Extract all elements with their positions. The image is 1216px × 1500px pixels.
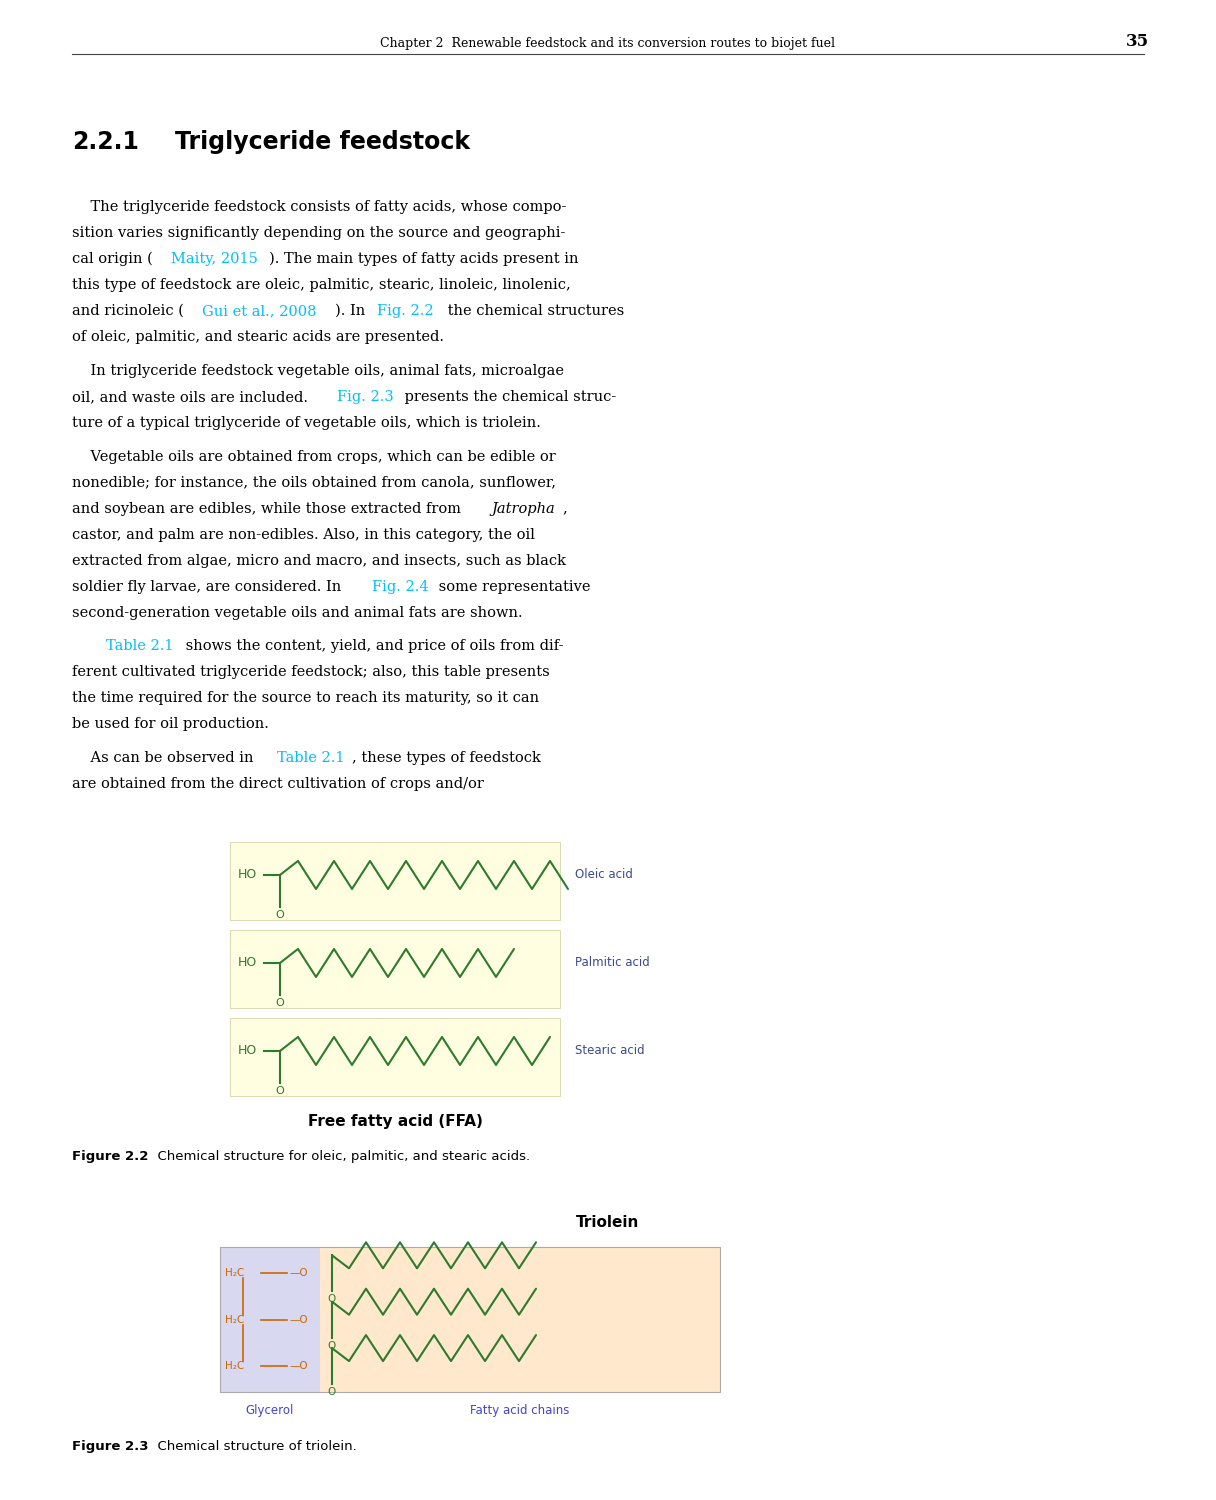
Text: nonedible; for instance, the oils obtained from canola, sunflower,: nonedible; for instance, the oils obtain… [72, 476, 556, 489]
Text: and soybean are edibles, while those extracted from: and soybean are edibles, while those ext… [72, 501, 466, 516]
Text: ,: , [562, 501, 567, 516]
Text: Glycerol: Glycerol [246, 1404, 294, 1417]
Text: H₂C: H₂C [225, 1314, 244, 1324]
Text: the chemical structures: the chemical structures [443, 304, 624, 318]
Text: The triglyceride feedstock consists of fatty acids, whose compo-: The triglyceride feedstock consists of f… [72, 200, 567, 214]
Text: —O: —O [289, 1269, 308, 1278]
Text: this type of feedstock are oleic, palmitic, stearic, linoleic, linolenic,: this type of feedstock are oleic, palmit… [72, 278, 570, 292]
Text: Table 2.1: Table 2.1 [277, 752, 344, 765]
Text: Palmitic acid: Palmitic acid [575, 957, 649, 969]
Text: —O: —O [289, 1314, 308, 1324]
Text: Chapter 2  Renewable feedstock and its conversion routes to biojet fuel: Chapter 2 Renewable feedstock and its co… [381, 38, 835, 50]
Text: Fig. 2.2: Fig. 2.2 [377, 304, 434, 318]
Text: In triglyceride feedstock vegetable oils, animal fats, microalgae: In triglyceride feedstock vegetable oils… [72, 364, 564, 378]
Text: As can be observed in: As can be observed in [72, 752, 258, 765]
Text: are obtained from the direct cultivation of crops and/or: are obtained from the direct cultivation… [72, 777, 484, 790]
Text: Table 2.1: Table 2.1 [106, 639, 174, 654]
Text: Oleic acid: Oleic acid [575, 868, 632, 882]
Text: 35: 35 [1126, 33, 1149, 50]
Text: Fig. 2.4: Fig. 2.4 [372, 579, 428, 594]
Text: Triglyceride feedstock: Triglyceride feedstock [175, 130, 471, 154]
Text: castor, and palm are non-edibles. Also, in this category, the oil: castor, and palm are non-edibles. Also, … [72, 528, 535, 542]
Bar [220, 1246, 320, 1392]
Text: presents the chemical struc-: presents the chemical struc- [400, 390, 617, 404]
Text: second-generation vegetable oils and animal fats are shown.: second-generation vegetable oils and ani… [72, 606, 523, 619]
Text: H₂C: H₂C [225, 1360, 244, 1371]
Text: HO: HO [238, 868, 258, 882]
Text: oil, and waste oils are included.: oil, and waste oils are included. [72, 390, 313, 404]
Text: extracted from algae, micro and macro, and insects, such as black: extracted from algae, micro and macro, a… [72, 554, 565, 567]
Text: soldier fly larvae, are considered. In: soldier fly larvae, are considered. In [72, 579, 345, 594]
Text: O: O [276, 1086, 285, 1096]
Text: cal origin (: cal origin ( [72, 252, 153, 267]
Text: O: O [276, 998, 285, 1008]
Text: Vegetable oils are obtained from crops, which can be edible or: Vegetable oils are obtained from crops, … [72, 450, 556, 464]
Text: ). In: ). In [334, 304, 370, 318]
Text: Free fatty acid (FFA): Free fatty acid (FFA) [308, 1114, 483, 1130]
Text: the time required for the source to reach its maturity, so it can: the time required for the source to reac… [72, 692, 539, 705]
Text: Fig. 2.3: Fig. 2.3 [337, 390, 394, 404]
Text: 2.2.1: 2.2.1 [72, 130, 139, 154]
Text: some representative: some representative [434, 579, 591, 594]
Text: , these types of feedstock: , these types of feedstock [351, 752, 541, 765]
Bar [220, 1246, 720, 1392]
Text: Maity, 2015: Maity, 2015 [171, 252, 258, 266]
Text: Figure 2.3: Figure 2.3 [72, 1440, 148, 1454]
Text: HO: HO [238, 957, 258, 969]
Text: shows the content, yield, and price of oils from dif-: shows the content, yield, and price of o… [181, 639, 563, 654]
Text: ture of a typical triglyceride of vegetable oils, which is triolein.: ture of a typical triglyceride of vegeta… [72, 416, 541, 430]
Text: O: O [276, 910, 285, 920]
Bar [230, 842, 561, 920]
Bar [230, 1019, 561, 1096]
Text: Chemical structure of triolein.: Chemical structure of triolein. [150, 1440, 356, 1454]
Text: —O: —O [289, 1360, 308, 1371]
Text: Fatty acid chains: Fatty acid chains [471, 1404, 569, 1417]
Text: ferent cultivated triglyceride feedstock; also, this table presents: ferent cultivated triglyceride feedstock… [72, 666, 550, 680]
Text: and ricinoleic (: and ricinoleic ( [72, 304, 184, 318]
Text: H₂C: H₂C [225, 1269, 244, 1278]
Text: be used for oil production.: be used for oil production. [72, 717, 269, 732]
Text: Jatropha: Jatropha [491, 501, 554, 516]
Text: Triolein: Triolein [576, 1215, 640, 1230]
Text: O: O [328, 1294, 336, 1305]
Text: Gui et al., 2008: Gui et al., 2008 [202, 304, 316, 318]
Text: O: O [328, 1341, 336, 1350]
Text: ). The main types of fatty acids present in: ). The main types of fatty acids present… [269, 252, 579, 267]
Text: O: O [328, 1388, 336, 1396]
Text: Figure 2.2: Figure 2.2 [72, 1150, 148, 1162]
Text: sition varies significantly depending on the source and geographi-: sition varies significantly depending on… [72, 226, 565, 240]
Text: of oleic, palmitic, and stearic acids are presented.: of oleic, palmitic, and stearic acids ar… [72, 330, 444, 344]
Text: Stearic acid: Stearic acid [575, 1044, 644, 1058]
Text: Chemical structure for oleic, palmitic, and stearic acids.: Chemical structure for oleic, palmitic, … [150, 1150, 530, 1162]
Text: HO: HO [238, 1044, 258, 1058]
Bar [320, 1246, 720, 1392]
Bar [230, 930, 561, 1008]
